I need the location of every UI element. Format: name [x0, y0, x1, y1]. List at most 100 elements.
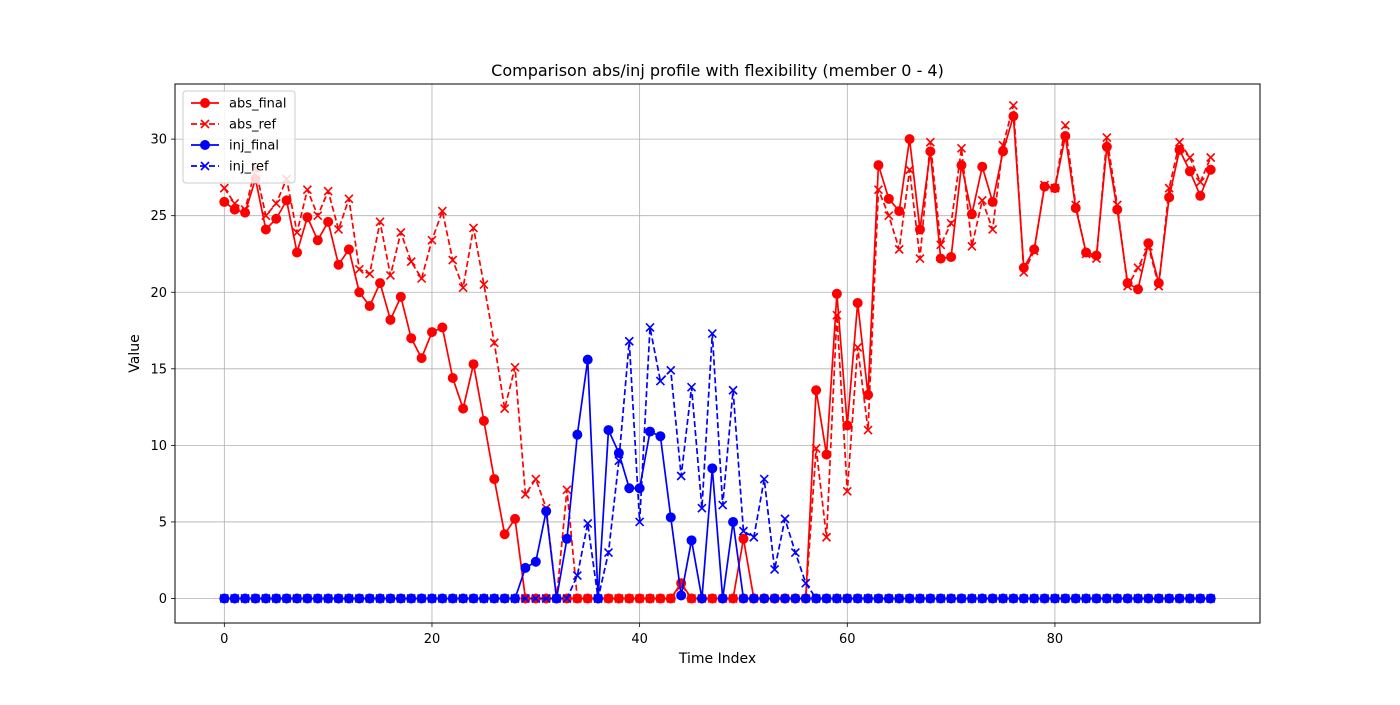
y-tick-label: 25 [150, 209, 167, 224]
data-point [282, 593, 292, 604]
data-point [406, 593, 416, 604]
data-point [614, 456, 624, 466]
data-point [291, 247, 302, 258]
data-point [478, 415, 489, 426]
data-point [728, 516, 739, 527]
data-point [676, 471, 686, 481]
series-inj-ref [219, 322, 1216, 604]
data-point [1195, 190, 1206, 201]
data-point [230, 198, 240, 209]
data-point [312, 235, 323, 246]
data-point [707, 329, 717, 339]
series-line [223, 104, 1212, 600]
data-point [1143, 593, 1153, 604]
data-point [728, 385, 738, 395]
data-point [665, 512, 676, 523]
data-point [748, 593, 759, 604]
data-point [385, 593, 396, 604]
data-point [883, 193, 894, 204]
data-point [1133, 263, 1143, 273]
data-point [1174, 137, 1185, 147]
data-point [240, 204, 250, 215]
data-point [1071, 593, 1081, 604]
data-point [1195, 177, 1205, 187]
data-point [988, 224, 998, 235]
data-point [281, 195, 292, 206]
data-point [977, 195, 987, 205]
data-point [1143, 241, 1153, 251]
data-point [718, 500, 728, 510]
data-point [666, 365, 676, 375]
data-point [458, 403, 469, 414]
data-point [479, 280, 489, 290]
data-point [1206, 152, 1216, 163]
data-point [333, 224, 344, 235]
data-point [437, 322, 448, 333]
data-point [801, 578, 811, 588]
data-point [800, 593, 811, 604]
data-point [717, 593, 728, 604]
data-point [1029, 246, 1039, 256]
data-point [323, 593, 333, 604]
x-tick-label: 40 [631, 632, 648, 647]
data-point [417, 593, 427, 604]
data-point [406, 257, 416, 267]
data-point [738, 593, 749, 604]
data-point [946, 218, 956, 228]
data-point [946, 252, 957, 263]
data-point [832, 310, 842, 320]
data-point [479, 593, 489, 604]
legend-label: inj_final [229, 139, 279, 154]
data-point [915, 593, 925, 604]
data-point [1050, 593, 1060, 604]
data-point [447, 373, 458, 383]
axis-ticks: 0 20 40 60 80 0 5 10 15 20 25 30 [150, 133, 1063, 647]
data-point [987, 196, 998, 207]
legend-label: inj_ref [229, 160, 269, 175]
data-point [395, 291, 406, 302]
legend-box [182, 90, 296, 184]
data-point [1081, 593, 1091, 604]
x-axis-label: Time Index [678, 651, 756, 667]
data-point [1185, 593, 1195, 604]
legend-label: abs_final [229, 97, 287, 112]
x-tick-label: 0 [220, 632, 228, 647]
data-point [842, 593, 852, 604]
data-point [250, 593, 261, 604]
data-point [738, 533, 749, 544]
data-point [541, 593, 551, 604]
legend: abs_final abs_ref inj_final inj_ref [182, 90, 296, 184]
data-point [790, 593, 801, 604]
data-point [603, 547, 614, 558]
data-point [583, 518, 593, 529]
data-point [572, 570, 582, 581]
data-point [1174, 593, 1185, 604]
data-point [1060, 131, 1071, 142]
data-point [333, 593, 344, 604]
data-point [562, 485, 572, 495]
data-point [1060, 120, 1070, 130]
data-point [956, 593, 967, 604]
data-point [333, 259, 344, 270]
data-point [905, 165, 915, 175]
data-point [1060, 593, 1070, 604]
data-point [1019, 593, 1029, 604]
data-point [697, 503, 707, 513]
data-point [821, 532, 832, 542]
data-point [229, 204, 240, 215]
data-point [936, 240, 946, 250]
data-point [894, 593, 904, 604]
data-point [354, 264, 364, 274]
data-point [967, 593, 977, 604]
data-point [884, 211, 894, 221]
data-point [396, 227, 406, 238]
x-tick-label: 20 [424, 632, 441, 647]
y-tick-label: 20 [150, 286, 167, 301]
data-point [489, 338, 499, 348]
legend-marker [200, 140, 210, 150]
x-tick-label: 60 [839, 632, 856, 647]
data-point [946, 593, 956, 604]
data-point [935, 253, 946, 264]
data-point [831, 288, 842, 299]
y-tick-label: 0 [159, 592, 167, 607]
